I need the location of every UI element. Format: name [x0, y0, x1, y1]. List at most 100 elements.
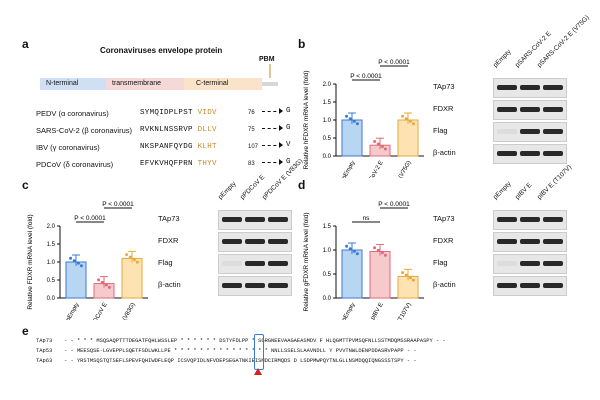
bar [341, 249, 363, 299]
mutation-arrow [262, 162, 282, 163]
sig-label: P < 0.0001 [102, 201, 134, 208]
mutant-residue: V [286, 141, 291, 149]
sequence-body: RVKNLNSSRVP [140, 126, 193, 134]
c-terminal-label: C-terminal [196, 80, 229, 87]
lane-label: pSARS-CoV-2 E [514, 30, 553, 69]
blot-band [543, 151, 563, 156]
blot-band [245, 261, 265, 266]
data-point [72, 259, 76, 263]
data-point [401, 114, 405, 118]
category-label: pIBV E (T107V) [387, 302, 413, 320]
y-tick-label: 1.5 [323, 100, 332, 106]
lane-label: pEmpty [217, 180, 238, 201]
sig-label: P < 0.0001 [350, 73, 382, 80]
y-tick-label: 0.0 [323, 296, 332, 302]
data-point [352, 119, 356, 123]
blot-row-label: FDXR [433, 236, 454, 245]
panel-a-title: Coronaviruses envelope protein [100, 46, 223, 55]
species-label: SARS-CoV-2 (β coronavirus) [36, 126, 133, 135]
y-tick-label: 0.0 [47, 296, 56, 302]
arrow-head-icon [279, 125, 283, 131]
category-label: pSARS-CoV-2 E [358, 160, 385, 178]
data-point [404, 117, 408, 121]
category-label: pEmpty [341, 302, 356, 320]
pbm-motif: THYV [197, 160, 217, 168]
pbm-motif: KLHT [197, 143, 217, 151]
blot-band [245, 217, 265, 222]
data-point [348, 247, 352, 251]
category-label: pEmpty [65, 302, 80, 320]
bar [341, 119, 363, 157]
blot-band [520, 217, 540, 222]
blot-band [520, 261, 540, 266]
blot-band [497, 283, 517, 288]
sequence-body: SYMQIDPLPST [140, 109, 193, 117]
bar [121, 257, 143, 299]
sig-label: ns [363, 215, 371, 222]
blot-band [268, 283, 288, 288]
category-label: pPDCoV E [89, 302, 109, 320]
y-tick-label: 1.0 [323, 248, 332, 254]
sig-label: P < 0.0001 [74, 215, 106, 222]
blot-band [520, 151, 540, 156]
chart-d: 0.0 0.5 1.0 1.5 Relative gFDXR mRNA level (f… [303, 201, 424, 320]
blot-band [268, 261, 288, 266]
blot-band [268, 239, 288, 244]
mutant-residue: G [286, 107, 291, 115]
y-tick-label: 1.5 [323, 224, 332, 230]
blot-band [520, 107, 540, 112]
data-point [132, 258, 136, 262]
blot-row-label: FDXR [433, 104, 454, 113]
blot-row-label: β-actin [433, 148, 456, 157]
blot-band [543, 129, 563, 134]
linker-bar [262, 82, 278, 86]
blot-band [497, 129, 517, 134]
data-point [69, 256, 73, 260]
arrow-head-icon [279, 108, 283, 114]
y-axis-label: Relative hFDXR mRNA level (fold) [303, 71, 310, 170]
data-point [376, 248, 380, 252]
lane-label: pEmpty [492, 48, 513, 69]
blot-band [268, 217, 288, 222]
transmembrane-box [106, 78, 184, 90]
blot-band [222, 283, 242, 288]
data-point [100, 280, 104, 284]
blot-band [520, 129, 540, 134]
data-point [79, 264, 83, 268]
y-axis-label: Relative FDXR mRNA level (fold) [27, 214, 34, 309]
residue-number: 83 [248, 161, 255, 167]
species-sequence: SYMQIDPLPST VIDV [140, 109, 217, 117]
blot-row-label: TAp73 [433, 82, 455, 91]
blot-band [222, 239, 242, 244]
bar [397, 119, 419, 157]
data-point [383, 253, 387, 257]
data-point [408, 276, 412, 280]
data-point [411, 122, 415, 126]
mutation-arrow [262, 111, 282, 112]
n-terminal-box [40, 78, 106, 90]
mutation-arrow [262, 145, 282, 146]
panel-label-c: c [22, 178, 29, 192]
data-point [355, 122, 359, 126]
alignment-row-label: TAp73 [36, 338, 53, 344]
alignment-arrow-icon [254, 368, 262, 375]
data-point [104, 283, 108, 287]
panel-label-d: d [298, 178, 306, 192]
y-tick-label: 0.0 [323, 154, 332, 160]
blot-row-label: TAp73 [433, 214, 455, 223]
data-point [352, 249, 356, 253]
panel-label-e: e [22, 324, 29, 338]
blot-band [520, 85, 540, 90]
data-point [380, 144, 384, 148]
blot-band [543, 85, 563, 90]
y-tick-label: 0.5 [47, 278, 56, 284]
data-point [411, 278, 415, 282]
y-tick-label: 1.0 [323, 118, 332, 124]
data-point [97, 278, 101, 282]
data-point [376, 142, 380, 146]
arrow-head-icon [279, 159, 283, 165]
species-sequence: EFVKVHQFPRN THYV [140, 160, 217, 168]
blot-band [520, 239, 540, 244]
blot-band [222, 217, 242, 222]
